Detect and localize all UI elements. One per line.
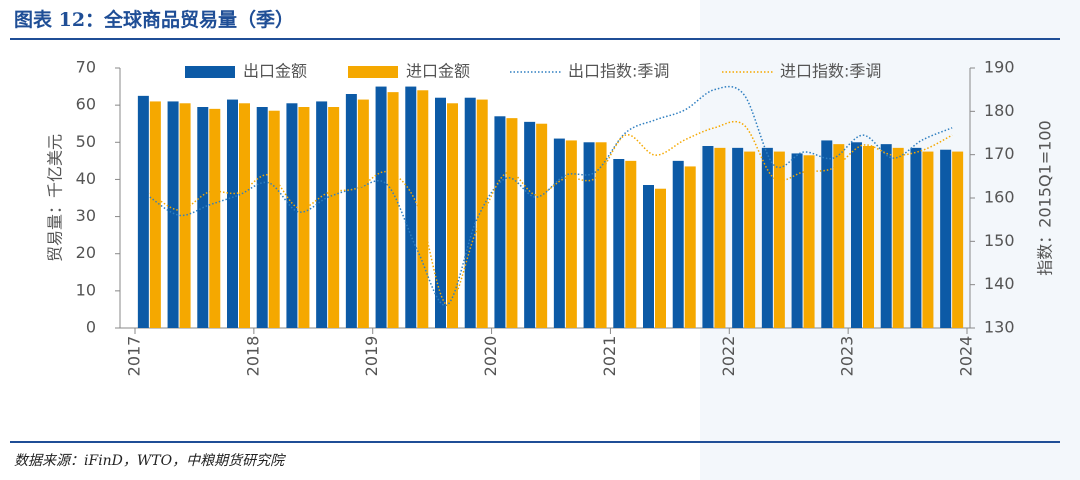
bar — [328, 107, 340, 328]
y2-tick-label: 140 — [984, 274, 1015, 293]
bar — [655, 188, 666, 328]
y-tick-label: 50 — [76, 132, 96, 151]
x-tick-label: 2020 — [481, 336, 500, 377]
bar — [744, 151, 756, 328]
legend-label: 出口指数:季调 — [568, 62, 669, 81]
y-tick-label: 70 — [76, 58, 96, 77]
y-tick-label: 40 — [76, 169, 96, 188]
bar — [833, 144, 845, 328]
bar — [791, 153, 803, 328]
y-tick-label: 30 — [76, 206, 96, 225]
bar — [536, 123, 548, 328]
bar — [684, 166, 696, 328]
bar — [625, 160, 637, 328]
bar — [583, 142, 595, 328]
bar — [167, 101, 179, 328]
bar — [643, 185, 654, 328]
bar — [286, 103, 298, 329]
bar — [375, 86, 387, 328]
x-tick-label: 2021 — [600, 336, 619, 377]
x-tick-label: 2017 — [125, 336, 144, 377]
bar — [553, 138, 565, 328]
y2-tick-label: 180 — [984, 101, 1015, 120]
y-tick-label: 20 — [76, 243, 96, 262]
bar — [447, 103, 458, 329]
bar — [387, 92, 399, 329]
bar — [524, 121, 536, 328]
chart-title: 图表 12：全球商品贸易量（季） — [14, 8, 294, 31]
bar — [863, 146, 874, 328]
bar — [910, 147, 922, 328]
legend-swatch — [185, 66, 235, 78]
y2-tick-label: 160 — [984, 188, 1015, 207]
bar — [256, 107, 268, 328]
bar — [239, 103, 250, 329]
legend-swatch — [348, 66, 398, 78]
bar — [357, 99, 369, 328]
bar — [345, 94, 357, 328]
bar — [702, 146, 714, 328]
bar — [197, 107, 209, 328]
bar — [803, 155, 815, 328]
y2-tick-label: 190 — [984, 58, 1015, 77]
y-tick-label: 10 — [76, 280, 96, 299]
legend-label: 进口金额 — [406, 62, 470, 81]
x-tick-label: 2018 — [243, 336, 262, 377]
bar — [417, 90, 429, 329]
bar — [821, 140, 833, 328]
bar — [494, 116, 506, 329]
bar — [952, 151, 964, 328]
bar — [732, 147, 744, 328]
bar — [506, 118, 518, 329]
bar — [940, 149, 952, 328]
bar — [714, 147, 726, 328]
bar — [298, 107, 310, 328]
legend-label: 出口金额 — [243, 62, 307, 81]
bar — [761, 147, 773, 328]
y-tick-label: 60 — [76, 95, 96, 114]
bar — [316, 101, 328, 328]
x-tick-label: 2019 — [362, 336, 381, 377]
bar — [613, 159, 625, 328]
legend-label: 进口指数:季调 — [780, 62, 881, 81]
bar — [179, 103, 191, 329]
bar — [922, 151, 934, 328]
bar — [464, 97, 476, 328]
y2-tick-label: 150 — [984, 231, 1015, 250]
bar — [405, 86, 417, 328]
bar — [851, 142, 862, 328]
bar — [773, 151, 785, 328]
y-axis-label: 贸易量：千亿美元 — [46, 134, 65, 262]
x-tick-label: 2022 — [719, 336, 738, 377]
bar — [137, 95, 149, 328]
bar — [565, 140, 577, 328]
y2-tick-label: 170 — [984, 144, 1015, 163]
y2-tick-label: 130 — [984, 318, 1015, 337]
x-tick-label: 2024 — [957, 336, 976, 377]
y-tick-label: 0 — [86, 318, 96, 337]
bar — [435, 97, 446, 328]
bar — [595, 142, 607, 328]
bar — [476, 99, 488, 328]
bar — [268, 110, 280, 328]
bar — [880, 144, 892, 328]
bar — [892, 147, 904, 328]
index-line — [149, 120, 953, 306]
bar — [209, 108, 221, 328]
bar — [672, 160, 684, 328]
bar — [227, 99, 238, 328]
x-tick-label: 2023 — [838, 336, 857, 377]
source: 数据来源：iFinD，WTO，中粮期货研究院 — [14, 453, 286, 469]
bar — [149, 101, 161, 328]
y2-axis-label: 指数：2015Q1=100 — [1036, 120, 1055, 275]
